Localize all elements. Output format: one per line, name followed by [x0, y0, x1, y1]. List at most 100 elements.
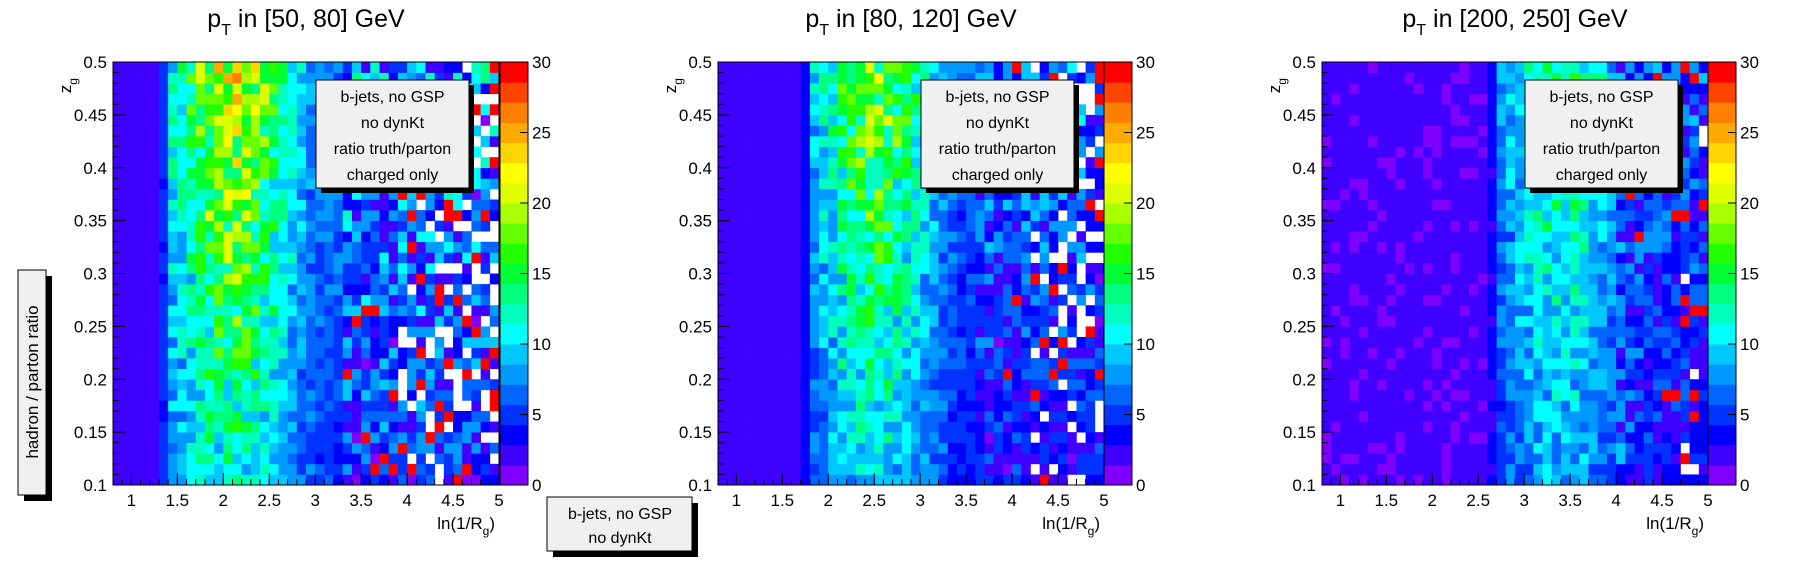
- heatmap-cell: [984, 432, 995, 444]
- heatmap-cell: [223, 463, 233, 475]
- heatmap-cell: [966, 252, 976, 264]
- heatmap-cell: [1469, 146, 1479, 158]
- heatmap-cell: [1030, 241, 1041, 253]
- heatmap-cell: [480, 62, 491, 73]
- y-tick-label: 0.2: [688, 370, 712, 389]
- heatmap-cell: [434, 336, 445, 348]
- heatmap-cell: [1441, 273, 1452, 285]
- heatmap-cell: [324, 220, 334, 232]
- heatmap-cell: [837, 262, 848, 274]
- heatmap-cell: [214, 146, 224, 158]
- heatmap-cell: [158, 146, 169, 158]
- heatmap-cell: [158, 400, 169, 412]
- heatmap-cell: [1432, 368, 1442, 380]
- heatmap-cell: [489, 421, 500, 433]
- heatmap-cell: [1570, 284, 1580, 295]
- heatmap-cell: [361, 315, 371, 327]
- heatmap-cell: [1340, 136, 1350, 147]
- heatmap-cell: [1606, 474, 1617, 486]
- heatmap-cell: [1331, 220, 1341, 232]
- heatmap-cell: [407, 262, 417, 274]
- heatmap-cell: [883, 199, 893, 211]
- heatmap-cell: [736, 474, 746, 486]
- heatmap-cell: [1579, 188, 1589, 200]
- heatmap-cell: [874, 442, 884, 454]
- heatmap-cell: [745, 188, 756, 200]
- heatmap-cell: [736, 442, 746, 454]
- heatmap-cell: [1030, 389, 1041, 401]
- heatmap-cell: [782, 294, 792, 306]
- heatmap-cell: [1423, 220, 1433, 232]
- heatmap-cell: [1076, 125, 1086, 137]
- heatmap-cell: [791, 72, 802, 84]
- heatmap-cell: [754, 104, 765, 116]
- heatmap-cell: [296, 167, 307, 179]
- heatmap-cell: [370, 284, 380, 295]
- heatmap-cell: [131, 442, 141, 454]
- heatmap-cell: [1349, 231, 1360, 243]
- heatmap-cell: [416, 379, 426, 391]
- heatmap-cell: [250, 241, 261, 253]
- heatmap-cell: [718, 294, 728, 306]
- heatmap-cell: [1505, 358, 1516, 370]
- heatmap-cell: [1496, 210, 1507, 221]
- heatmap-cell: [278, 336, 288, 348]
- heatmap-cell: [232, 347, 243, 359]
- heatmap-cell: [260, 136, 270, 147]
- heatmap-cell: [351, 347, 362, 359]
- heatmap-cell: [122, 421, 132, 433]
- heatmap-cell: [241, 421, 252, 433]
- heatmap-cell: [1515, 315, 1525, 327]
- heatmap-cell: [333, 379, 344, 391]
- heatmap-cell: [480, 188, 491, 200]
- heatmap-cell: [1496, 326, 1507, 338]
- heatmap-cell: [782, 358, 792, 370]
- heatmap-cell: [462, 442, 472, 454]
- heatmap-cell: [966, 442, 976, 454]
- heatmap-cell: [892, 389, 903, 401]
- heatmap-cell: [140, 146, 151, 158]
- heatmap-cell: [892, 104, 903, 116]
- heatmap-cell: [260, 379, 270, 391]
- heatmap-cell: [361, 284, 371, 295]
- heatmap-cell: [975, 188, 985, 200]
- heatmap-cell: [800, 114, 811, 126]
- heatmap-cell: [1404, 188, 1415, 200]
- heatmap-cell: [204, 421, 215, 433]
- heatmap-cell: [1515, 421, 1525, 433]
- heatmap-cell: [195, 188, 206, 200]
- heatmap-cell: [883, 463, 893, 475]
- heatmap-cell: [1377, 273, 1387, 285]
- heatmap-cell: [1404, 315, 1415, 327]
- heatmap-cell: [1478, 410, 1488, 422]
- heatmap-cell: [1551, 188, 1562, 200]
- heatmap-cell: [315, 252, 325, 264]
- heatmap-cell: [993, 463, 1004, 475]
- heatmap-cell: [1021, 294, 1031, 306]
- heatmap-cell: [956, 273, 967, 285]
- heatmap-cell: [1395, 421, 1406, 433]
- heatmap-cell: [204, 379, 215, 391]
- heatmap-cell: [1487, 210, 1497, 221]
- heatmap-cell: [809, 220, 820, 232]
- heatmap-cell: [131, 305, 141, 317]
- heatmap-cell: [1515, 262, 1525, 274]
- heatmap-cell: [1551, 262, 1562, 274]
- heatmap-cell: [471, 284, 481, 295]
- heatmap-cell: [260, 315, 270, 327]
- heatmap-cell: [800, 294, 811, 306]
- heatmap-cell: [1441, 421, 1452, 433]
- heatmap-cell: [223, 199, 233, 211]
- heatmap-cell: [379, 62, 390, 73]
- heatmap-cell: [296, 358, 307, 370]
- heatmap-cell: [306, 421, 316, 433]
- heatmap-cell: [333, 220, 344, 232]
- heatmap-cell: [855, 453, 866, 465]
- heatmap-cell: [920, 188, 930, 200]
- heatmap-cell: [800, 273, 811, 285]
- color-band: [500, 344, 528, 365]
- heatmap-cell: [1039, 368, 1050, 380]
- heatmap-cell: [911, 453, 921, 465]
- heatmap-cell: [736, 125, 746, 137]
- heatmap-cell: [727, 294, 737, 306]
